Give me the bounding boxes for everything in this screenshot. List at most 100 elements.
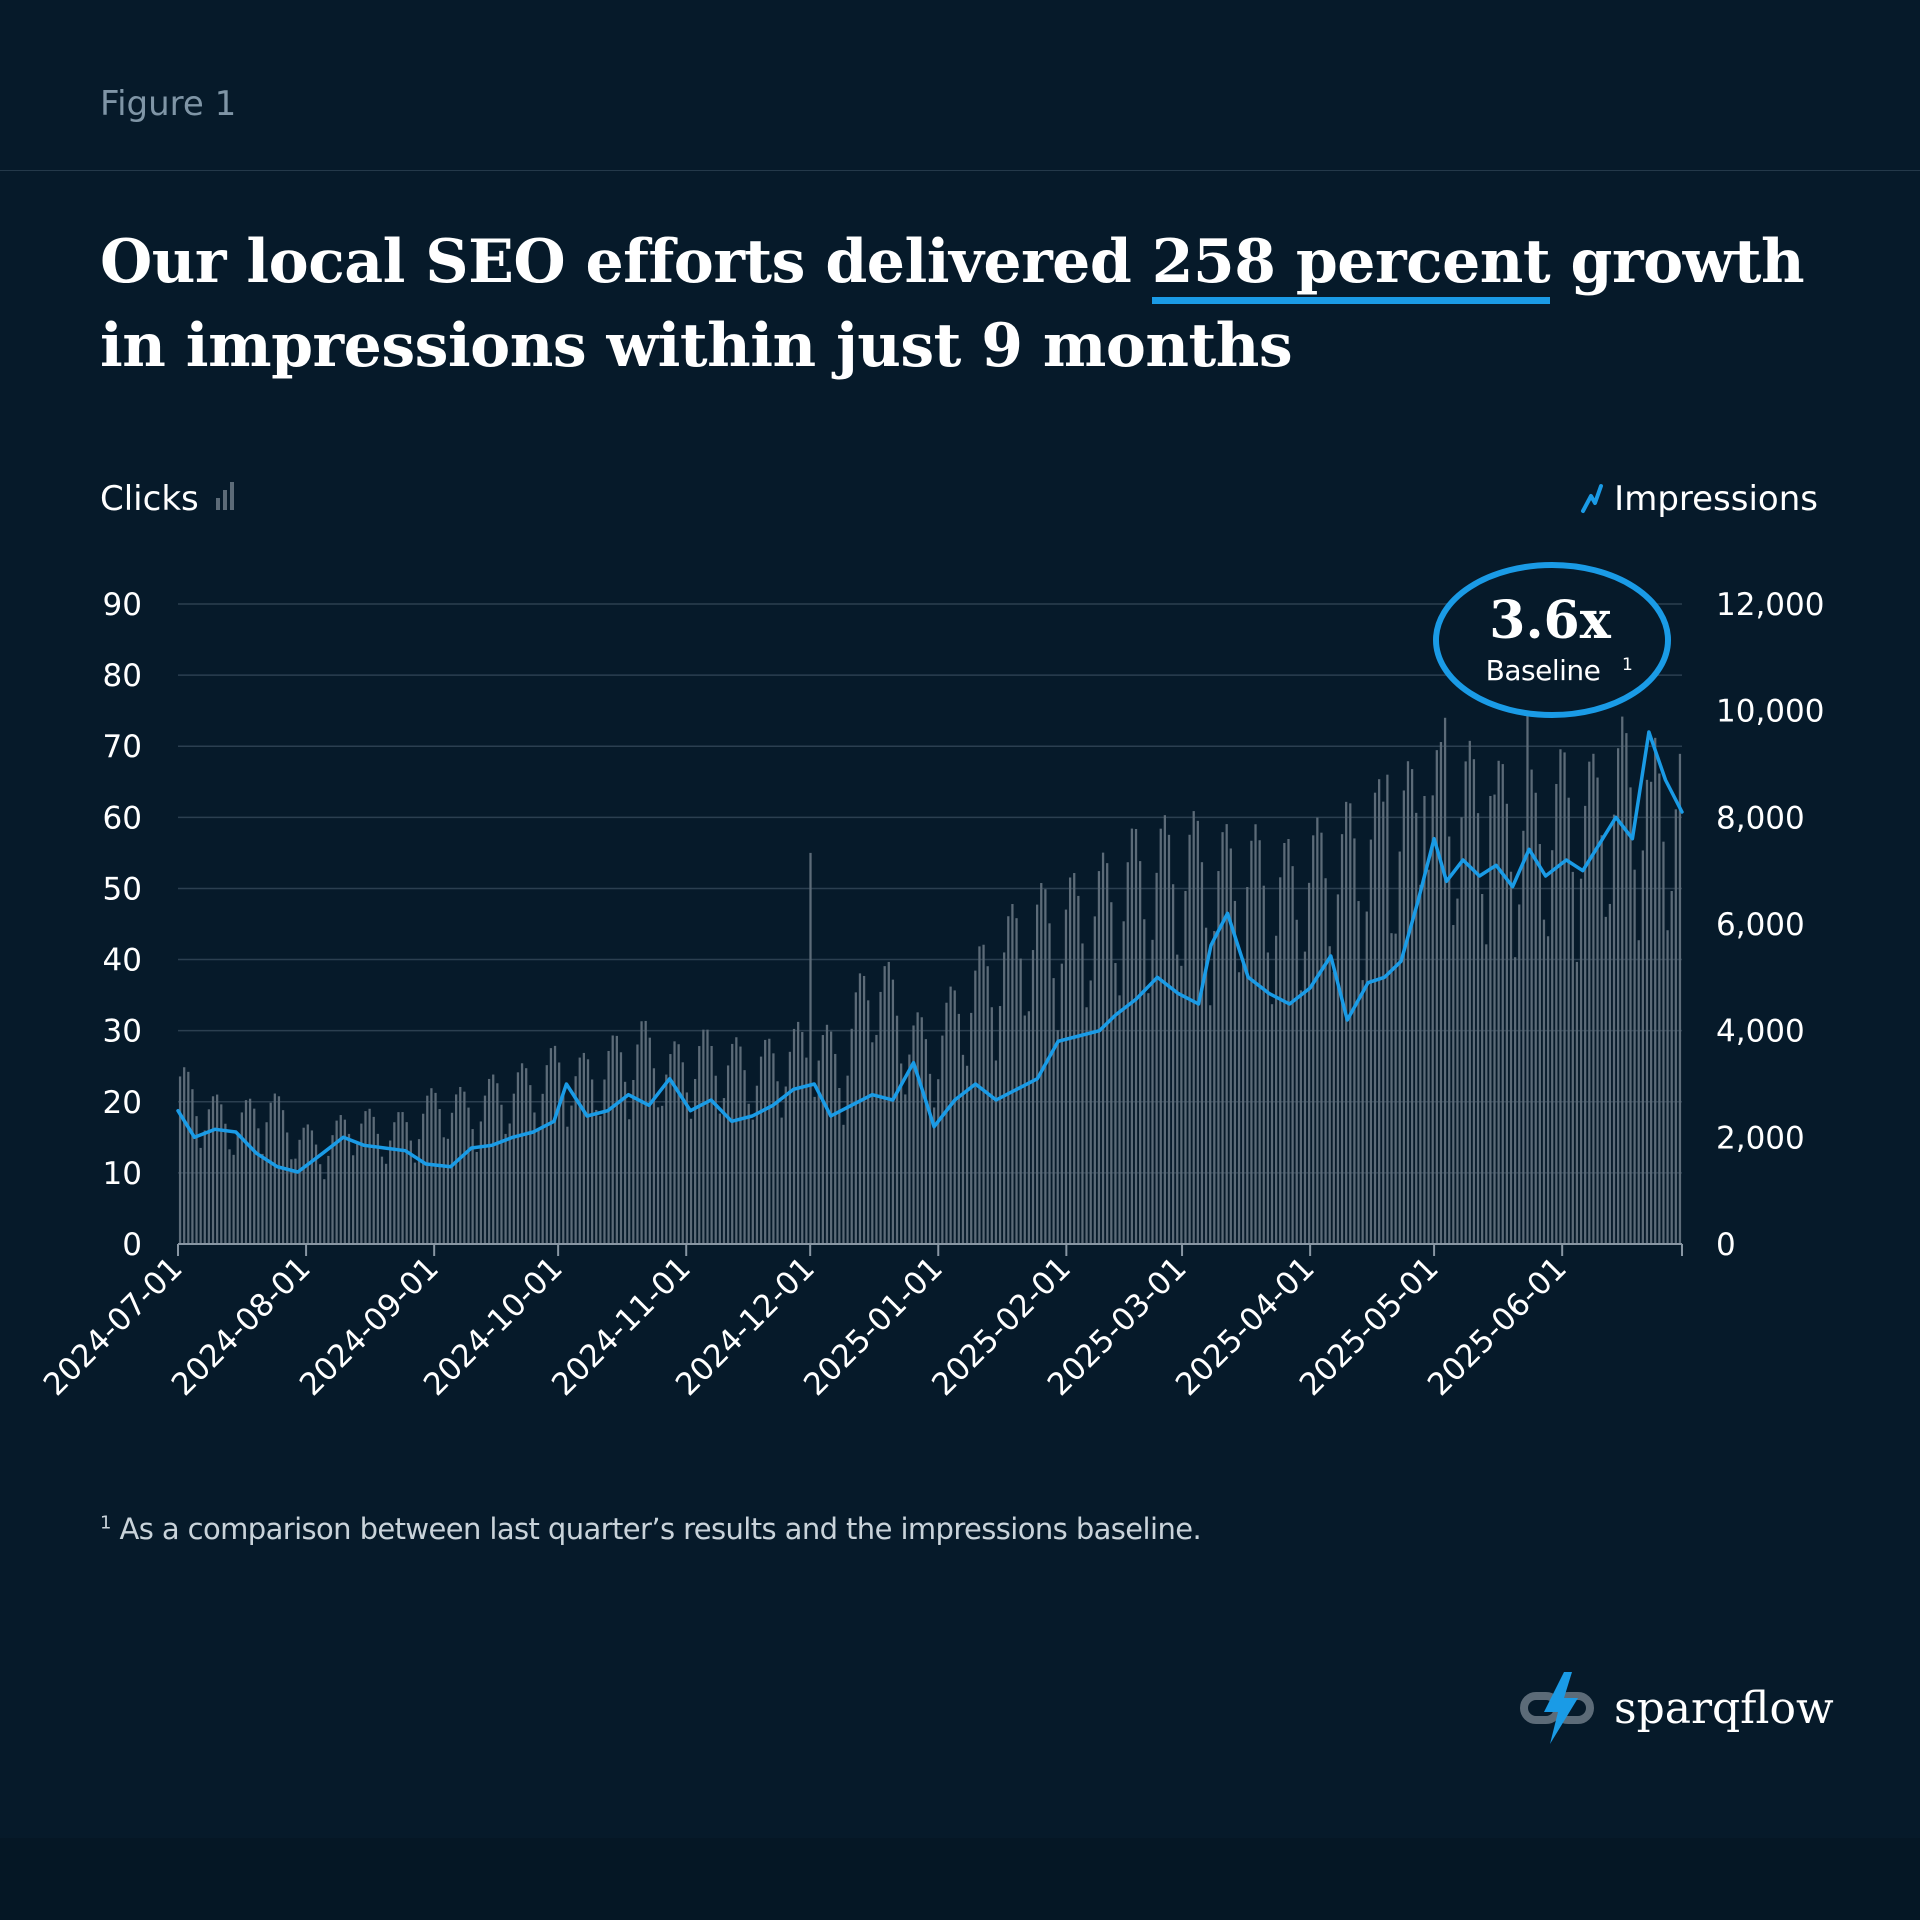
clicks-bar <box>1167 834 1171 1244</box>
clicks-bar <box>1423 796 1426 1244</box>
clicks-bar <box>1349 803 1352 1244</box>
clicks-bar <box>941 1035 944 1244</box>
clicks-bar <box>1192 811 1195 1244</box>
page-title: Our local SEO efforts delivered 258 perc… <box>100 220 1860 388</box>
clicks-bar <box>1678 753 1682 1244</box>
clicks-bar <box>1345 801 1348 1244</box>
clicks-bar <box>314 1144 318 1244</box>
clicks-bar <box>471 1129 474 1244</box>
clicks-bar <box>224 1123 227 1244</box>
clicks-bar <box>632 1079 635 1244</box>
clicks-bar <box>1386 774 1389 1244</box>
clicks-bar <box>805 1057 808 1244</box>
clicks-bar <box>323 1179 326 1244</box>
clicks-bar <box>380 1156 384 1244</box>
clicks-bar <box>1184 890 1187 1244</box>
clicks-bar <box>496 1083 499 1244</box>
clicks-bar <box>1526 682 1529 1244</box>
clicks-bar <box>1617 748 1620 1244</box>
clicks-bar <box>986 966 989 1244</box>
clicks-bar <box>1394 933 1397 1244</box>
right-tick-label: 10,000 <box>1716 694 1824 730</box>
clicks-bar <box>1546 936 1550 1244</box>
clicks-bar <box>1633 869 1636 1244</box>
clicks-bar <box>351 1155 355 1244</box>
clicks-bar <box>310 1130 314 1244</box>
clicks-bar <box>1398 851 1401 1244</box>
baseline-callout: 3.6x Baseline 1 <box>1433 562 1671 718</box>
clicks-bar <box>253 1108 256 1244</box>
clicks-bar <box>1097 871 1101 1244</box>
clicks-bar <box>665 1074 668 1244</box>
clicks-bar <box>1015 918 1018 1244</box>
clicks-bar <box>978 946 981 1244</box>
clicks-bar <box>1163 815 1167 1244</box>
clicks-bar <box>1312 835 1315 1244</box>
left-tick-label: 10 <box>103 1156 142 1192</box>
left-tick-label: 70 <box>103 729 142 765</box>
clicks-bar <box>384 1163 388 1244</box>
clicks-bar <box>533 1112 536 1244</box>
clicks-bar <box>1237 972 1241 1244</box>
clicks-bar <box>455 1094 458 1244</box>
clicks-bar <box>702 1029 705 1244</box>
clicks-bar <box>426 1095 429 1244</box>
clicks-bar <box>970 1012 973 1244</box>
clicks-bar <box>1081 943 1084 1244</box>
callout-ellipse <box>1433 562 1671 718</box>
clicks-bar <box>1522 830 1525 1244</box>
clicks-bar <box>529 1085 532 1244</box>
clicks-bar <box>459 1086 462 1244</box>
clicks-bar <box>1085 1007 1088 1244</box>
clicks-bar <box>1584 805 1587 1244</box>
clicks-bar <box>479 1121 482 1244</box>
clicks-bar <box>735 1037 738 1244</box>
clicks-bar <box>1270 1004 1274 1244</box>
clicks-bar <box>1027 1011 1031 1244</box>
clicks-bar <box>1114 963 1117 1244</box>
left-tick-label: 80 <box>103 658 142 694</box>
clicks-bar <box>957 1013 960 1244</box>
clicks-bar <box>998 1006 1002 1244</box>
impressions-line-group <box>176 730 1684 1174</box>
clicks-bar <box>553 1045 557 1244</box>
right-tick-label: 6,000 <box>1716 907 1805 943</box>
clicks-bar <box>1159 828 1162 1244</box>
right-tick-label: 2,000 <box>1716 1120 1805 1156</box>
clicks-bar <box>405 1122 408 1244</box>
clicks-bar <box>1274 935 1278 1244</box>
clicks-bar <box>694 1078 697 1244</box>
clicks-bar <box>331 1135 334 1244</box>
clicks-bar <box>1139 861 1142 1244</box>
clicks-bar <box>1419 884 1422 1244</box>
clicks-bar <box>1287 839 1290 1244</box>
clicks-bar <box>566 1126 569 1244</box>
clicks-bar <box>1493 794 1496 1244</box>
clicks-bar <box>1600 835 1603 1244</box>
clicks-bar <box>611 1035 614 1244</box>
clicks-bar <box>949 986 952 1244</box>
clicks-bar <box>265 1122 268 1244</box>
clicks-bar <box>281 1110 285 1244</box>
clicks-bar <box>199 1147 202 1244</box>
clicks-bar <box>1266 952 1270 1244</box>
clicks-bar <box>545 1065 548 1244</box>
clicks-bar <box>599 1116 602 1244</box>
clicks-bar <box>937 1079 940 1244</box>
clicks-bar <box>1155 872 1158 1244</box>
clicks-bar <box>636 1044 639 1244</box>
clicks-bar <box>1246 887 1249 1244</box>
clicks-bar <box>920 1017 923 1244</box>
clicks-bar <box>1604 916 1607 1244</box>
clicks-bar <box>784 1086 787 1244</box>
clicks-bar <box>187 1071 190 1244</box>
clicks-bar <box>1250 840 1253 1244</box>
clicks-bar <box>1036 904 1039 1244</box>
clicks-bar <box>582 1052 586 1244</box>
clicks-bar <box>586 1059 590 1244</box>
clicks-bar <box>772 1053 775 1244</box>
clicks-bar <box>1336 894 1340 1244</box>
right-tick-label: 0 <box>1716 1227 1736 1263</box>
clicks-bar <box>797 1021 800 1244</box>
clicks-bar <box>875 1034 878 1244</box>
